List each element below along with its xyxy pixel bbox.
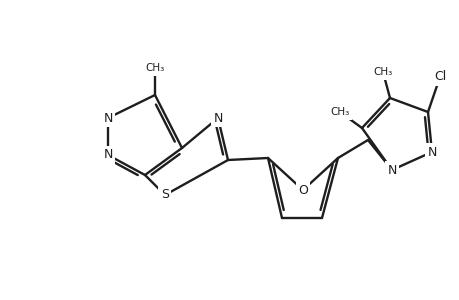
- Text: N: N: [213, 112, 222, 124]
- Text: Cl: Cl: [433, 70, 445, 83]
- Text: O: O: [297, 184, 307, 196]
- Text: N: N: [103, 148, 112, 161]
- Text: S: S: [161, 188, 168, 202]
- Text: N: N: [386, 164, 396, 176]
- Text: N: N: [103, 112, 112, 124]
- Text: CH₃: CH₃: [330, 107, 349, 117]
- Text: CH₃: CH₃: [145, 63, 164, 73]
- Text: N: N: [426, 146, 436, 158]
- Text: CH₃: CH₃: [373, 67, 392, 77]
